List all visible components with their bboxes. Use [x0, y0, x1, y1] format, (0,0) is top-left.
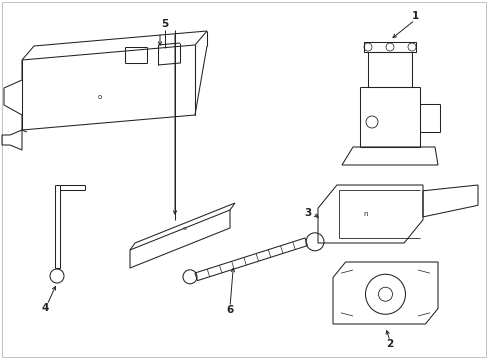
Text: 4: 4	[41, 303, 49, 313]
Text: o: o	[183, 225, 186, 230]
Text: 1: 1	[410, 11, 418, 21]
Text: o: o	[98, 94, 102, 100]
Text: 5: 5	[161, 19, 168, 29]
Text: 2: 2	[386, 339, 393, 349]
Text: 6: 6	[226, 305, 233, 315]
Text: 3: 3	[304, 208, 311, 218]
Text: n: n	[362, 211, 367, 217]
